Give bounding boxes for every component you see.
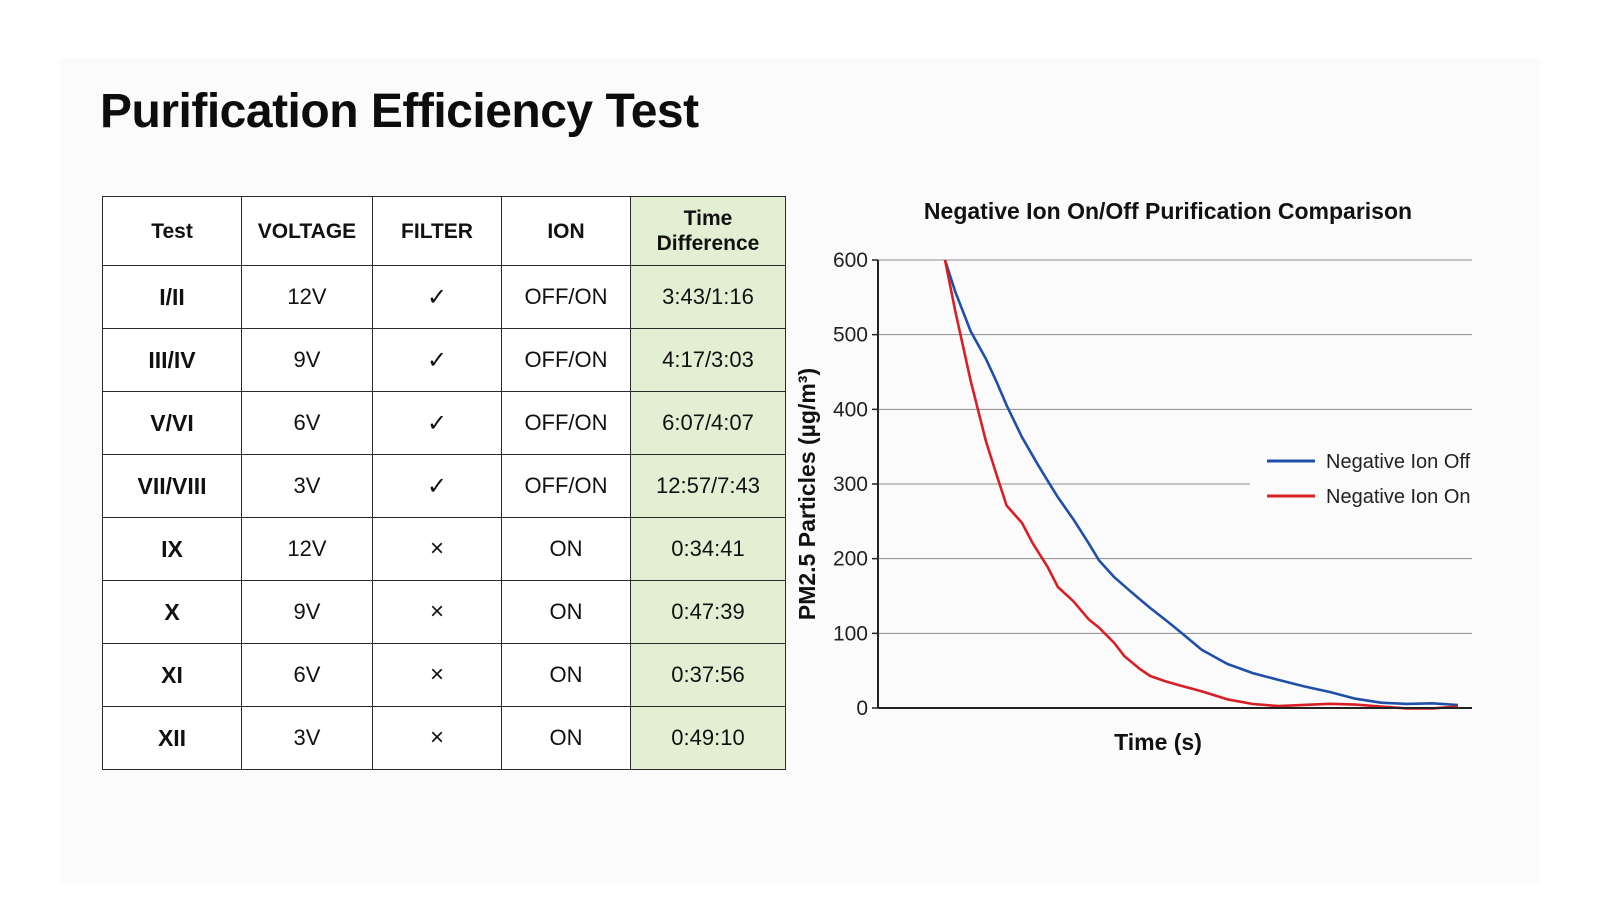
time-difference-cell: 0:34:41 <box>630 517 786 581</box>
test-cell: V/VI <box>102 391 242 455</box>
voltage-cell: 6V <box>241 643 373 707</box>
filter-cell: ✓ <box>372 454 502 518</box>
results-table: Test VOLTAGE FILTER ION Time Difference … <box>102 196 786 770</box>
test-cell: III/IV <box>102 328 242 392</box>
ion-cell: OFF/ON <box>501 328 631 392</box>
ion-cell: ON <box>501 706 631 770</box>
table-body: I/II 12V ✓ OFF/ON 3:43/1:16 III/IV 9V ✓ OFF/ON 4:… <box>102 265 786 770</box>
table-row: XII 3V × ON 0:49:10 <box>102 706 786 770</box>
table-row: V/VI 6V ✓ OFF/ON 6:07/4:07 <box>102 391 786 455</box>
voltage-cell: 9V <box>241 328 373 392</box>
filter-cell: ✓ <box>372 265 502 329</box>
voltage-cell: 12V <box>241 517 373 581</box>
time-difference-cell: 0:37:56 <box>630 643 786 707</box>
header-test: Test <box>102 196 242 266</box>
table-row: XI 6V × ON 0:37:56 <box>102 643 786 707</box>
ion-cell: ON <box>501 580 631 644</box>
table-row: VII/VIII 3V ✓ OFF/ON 12:57/7:43 <box>102 454 786 518</box>
filter-cell: × <box>372 517 502 581</box>
ion-cell: OFF/ON <box>501 391 631 455</box>
voltage-cell: 6V <box>241 391 373 455</box>
filter-cell: × <box>372 706 502 770</box>
time-difference-cell: 3:43/1:16 <box>630 265 786 329</box>
test-cell: X <box>102 580 242 644</box>
ion-cell: ON <box>501 517 631 581</box>
test-cell: I/II <box>102 265 242 329</box>
time-difference-cell: 0:47:39 <box>630 580 786 644</box>
voltage-cell: 12V <box>241 265 373 329</box>
voltage-cell: 9V <box>241 580 373 644</box>
voltage-cell: 3V <box>241 706 373 770</box>
filter-cell: ✓ <box>372 328 502 392</box>
header-time-difference: Time Difference <box>630 196 786 266</box>
filter-cell: × <box>372 580 502 644</box>
table-row: IX 12V × ON 0:34:41 <box>102 517 786 581</box>
header-voltage: VOLTAGE <box>241 196 373 266</box>
filter-cell: × <box>372 643 502 707</box>
header-ion: ION <box>501 196 631 266</box>
table-row: X 9V × ON 0:47:39 <box>102 580 786 644</box>
test-cell: IX <box>102 517 242 581</box>
time-difference-cell: 0:49:10 <box>630 706 786 770</box>
filter-cell: ✓ <box>372 391 502 455</box>
header-filter: FILTER <box>372 196 502 266</box>
table-row: III/IV 9V ✓ OFF/ON 4:17/3:03 <box>102 328 786 392</box>
ion-cell: OFF/ON <box>501 265 631 329</box>
voltage-cell: 3V <box>241 454 373 518</box>
test-cell: VII/VIII <box>102 454 242 518</box>
table-header-row: Test VOLTAGE FILTER ION Time Difference <box>102 196 786 266</box>
ion-cell: ON <box>501 643 631 707</box>
table-row: I/II 12V ✓ OFF/ON 3:43/1:16 <box>102 265 786 329</box>
time-difference-cell: 4:17/3:03 <box>630 328 786 392</box>
time-difference-cell: 12:57/7:43 <box>630 454 786 518</box>
test-cell: XI <box>102 643 242 707</box>
page-title: Purification Efficiency Test <box>100 85 699 138</box>
ion-cell: OFF/ON <box>501 454 631 518</box>
time-difference-cell: 6:07/4:07 <box>630 391 786 455</box>
test-cell: XII <box>102 706 242 770</box>
